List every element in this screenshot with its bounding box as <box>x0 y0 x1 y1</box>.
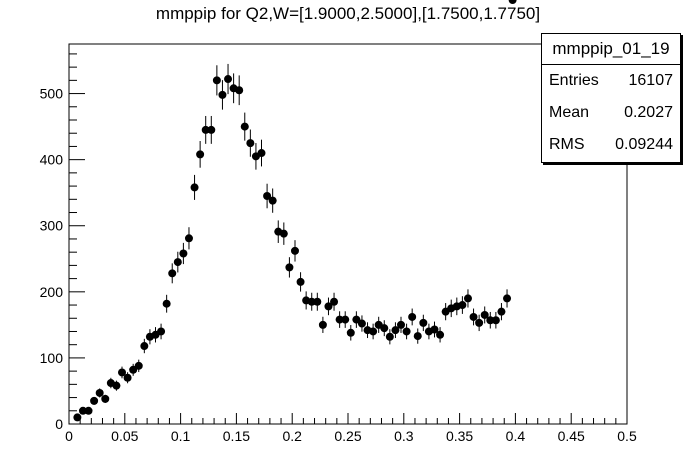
data-point <box>173 258 182 267</box>
data-point <box>196 150 205 159</box>
data-point <box>296 277 305 286</box>
stats-rms-row: RMS 0.09244 <box>542 129 680 161</box>
data-point <box>380 324 389 333</box>
x-tick-label: 0.35 <box>446 428 473 444</box>
data-point <box>491 316 500 325</box>
data-point <box>184 234 193 243</box>
data-point <box>503 294 512 303</box>
x-tick-label: 0.25 <box>334 428 361 444</box>
y-tick-label: 500 <box>40 86 64 102</box>
data-point <box>179 249 188 258</box>
stats-entries-value: 16107 <box>628 72 674 89</box>
data-point <box>279 229 288 238</box>
data-point <box>369 327 378 336</box>
data-point <box>90 396 99 405</box>
y-tick-label: 0 <box>55 416 63 432</box>
stats-box-title: mmppip_01_19 <box>542 34 680 65</box>
data-point <box>346 328 355 337</box>
data-point <box>413 332 422 341</box>
data-point <box>497 307 506 316</box>
data-point <box>357 319 366 328</box>
x-tick-label: 0.4 <box>506 428 526 444</box>
data-point <box>140 342 149 351</box>
data-point <box>73 413 82 422</box>
x-tick-label: 0.1 <box>171 428 191 444</box>
data-point <box>307 297 316 306</box>
data-point <box>408 312 417 321</box>
data-point <box>257 149 266 158</box>
data-point <box>168 269 177 278</box>
data-point <box>324 302 333 311</box>
y-tick-label: 200 <box>40 284 64 300</box>
data-point <box>162 299 171 308</box>
data-point <box>335 315 344 324</box>
data-point <box>480 310 489 319</box>
data-point <box>190 183 199 192</box>
data-point <box>458 301 467 310</box>
data-point <box>397 320 406 329</box>
data-point <box>313 297 322 306</box>
data-point <box>508 0 517 4</box>
x-tick-label: 0.3 <box>394 428 414 444</box>
y-tick-label: 300 <box>40 218 64 234</box>
data-point <box>463 294 472 303</box>
data-point <box>352 315 361 324</box>
data-point <box>263 192 272 200</box>
data-point <box>436 330 445 339</box>
data-point <box>486 316 495 325</box>
data-point <box>224 75 233 84</box>
x-tick-label: 0.45 <box>558 428 585 444</box>
data-point <box>112 381 121 390</box>
x-tick-label: 0.15 <box>223 428 250 444</box>
y-tick-label: 100 <box>40 350 64 366</box>
data-point <box>341 315 350 324</box>
data-point <box>201 125 210 134</box>
chart-title: mmppip for Q2,W=[1.9000,2.5000],[1.7500,… <box>155 4 541 23</box>
data-point <box>402 327 411 336</box>
x-tick-label: 0.05 <box>111 428 138 444</box>
stats-entries-label: Entries <box>549 72 599 89</box>
x-tick-label: 0.5 <box>617 428 637 444</box>
data-point <box>469 312 478 321</box>
data-point <box>246 139 255 148</box>
data-point <box>385 332 394 341</box>
data-point <box>212 76 221 85</box>
data-point <box>475 318 484 327</box>
data-point <box>129 365 138 374</box>
stats-rms-value: 0.09244 <box>615 136 673 153</box>
data-point <box>95 388 104 397</box>
data-point <box>134 361 143 370</box>
x-tick-label: 0.2 <box>282 428 302 444</box>
data-point <box>419 318 428 327</box>
data-point <box>290 246 299 255</box>
data-point <box>318 320 327 329</box>
data-point <box>268 196 277 205</box>
stats-box: mmppip_01_19 Entries 16107 Mean 0.2027 R… <box>541 33 681 163</box>
data-point <box>118 368 127 377</box>
x-tick-label: 0 <box>65 428 73 444</box>
data-point <box>101 394 110 403</box>
data-point <box>330 297 339 306</box>
y-tick-label: 400 <box>40 152 64 168</box>
data-point <box>430 325 439 334</box>
stats-mean-row: Mean 0.2027 <box>542 97 680 129</box>
data-point <box>285 263 294 272</box>
data-point <box>235 86 244 95</box>
stats-mean-value: 0.2027 <box>624 104 673 121</box>
data-point <box>84 406 93 415</box>
data-point <box>391 326 400 335</box>
stats-entries-row: Entries 16107 <box>542 65 680 97</box>
data-point <box>218 90 227 99</box>
stats-rms-label: RMS <box>549 136 585 153</box>
data-point <box>207 125 216 134</box>
data-point <box>157 327 166 336</box>
stats-mean-label: Mean <box>549 104 590 121</box>
data-point <box>78 406 87 415</box>
data-point <box>240 122 249 131</box>
data-point <box>123 373 132 382</box>
